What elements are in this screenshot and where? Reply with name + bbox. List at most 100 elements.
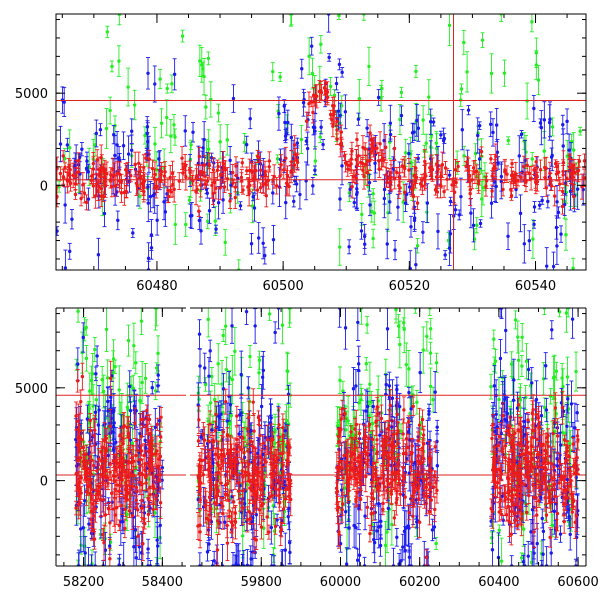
data-point [234, 164, 238, 168]
data-point [495, 150, 500, 154]
data-point [298, 192, 302, 197]
data-point [367, 64, 371, 69]
data-point [97, 457, 101, 461]
data-point [412, 205, 416, 209]
data-point [141, 184, 146, 188]
data-point [63, 266, 68, 270]
data-point [529, 176, 533, 181]
data-point [57, 185, 61, 189]
data-point [158, 523, 162, 528]
data-point [371, 236, 375, 241]
data-point [452, 180, 456, 184]
data-point [481, 185, 485, 190]
data-point [98, 127, 103, 132]
data-point [494, 154, 498, 159]
data-point [494, 123, 499, 127]
data-point [132, 343, 136, 348]
data-point [370, 209, 374, 214]
data-point [339, 104, 344, 108]
data-point [355, 162, 360, 167]
data-point [73, 192, 78, 197]
data-point [501, 187, 505, 192]
data-point [96, 423, 101, 427]
data-point [119, 191, 124, 195]
data-point [225, 138, 229, 142]
data-point [134, 453, 138, 458]
data-point [153, 142, 157, 146]
data-point [124, 189, 128, 194]
data-point [284, 156, 288, 160]
data-point [509, 194, 514, 198]
data-point [138, 398, 142, 403]
data-point [153, 425, 158, 430]
data-point [436, 167, 440, 171]
data-point [274, 184, 279, 188]
data-point [398, 176, 402, 180]
data-point [582, 176, 586, 180]
data-point [250, 204, 255, 208]
data-point [277, 111, 281, 116]
data-point [106, 481, 110, 485]
data-point [81, 335, 85, 340]
data-point [271, 237, 276, 242]
data-point [550, 153, 554, 158]
data-point [110, 184, 114, 189]
data-point [447, 173, 452, 177]
data-point [144, 156, 148, 160]
data-point [418, 182, 423, 186]
data-point [102, 181, 106, 185]
data-point [81, 183, 85, 187]
data-point [129, 173, 133, 178]
data-point [265, 179, 269, 183]
data-point [518, 211, 523, 216]
data-point [95, 354, 99, 358]
data-point [456, 164, 460, 169]
data-point [81, 526, 85, 530]
data-point [349, 162, 353, 166]
data-point [420, 178, 424, 183]
data-point [439, 133, 443, 137]
data-point [542, 149, 546, 153]
data-point [284, 132, 289, 136]
data-point [357, 96, 361, 101]
data-point [221, 198, 225, 202]
data-point [414, 69, 418, 74]
data-point [355, 137, 359, 142]
data-point [538, 203, 542, 207]
data-point [313, 168, 317, 172]
data-point [350, 185, 354, 189]
data-point [527, 239, 532, 243]
data-point [309, 44, 314, 48]
data-point [149, 233, 154, 237]
data-point [468, 188, 473, 192]
data-point [132, 103, 137, 107]
data-point [337, 14, 341, 18]
data-point [70, 217, 74, 221]
data-point [386, 211, 390, 215]
data-point [286, 120, 290, 125]
data-point [571, 148, 576, 152]
data-point [147, 464, 151, 468]
data-point [155, 184, 159, 189]
data-point [294, 182, 299, 186]
series-red [74, 360, 164, 566]
data-point [295, 141, 300, 145]
data-point [580, 184, 584, 189]
data-point [299, 137, 304, 142]
data-point [108, 461, 112, 466]
data-point [459, 87, 464, 91]
data-point [459, 194, 463, 199]
data-point [134, 181, 139, 186]
data-point [362, 174, 366, 179]
data-point [350, 149, 354, 153]
data-point [421, 230, 425, 234]
data-point [384, 145, 388, 150]
data-point [311, 110, 315, 115]
data-point [84, 325, 88, 330]
data-point [412, 216, 417, 220]
data-point [159, 121, 164, 125]
data-point [61, 176, 66, 180]
data-point [155, 538, 159, 542]
data-point [115, 505, 119, 510]
data-point [292, 163, 297, 167]
